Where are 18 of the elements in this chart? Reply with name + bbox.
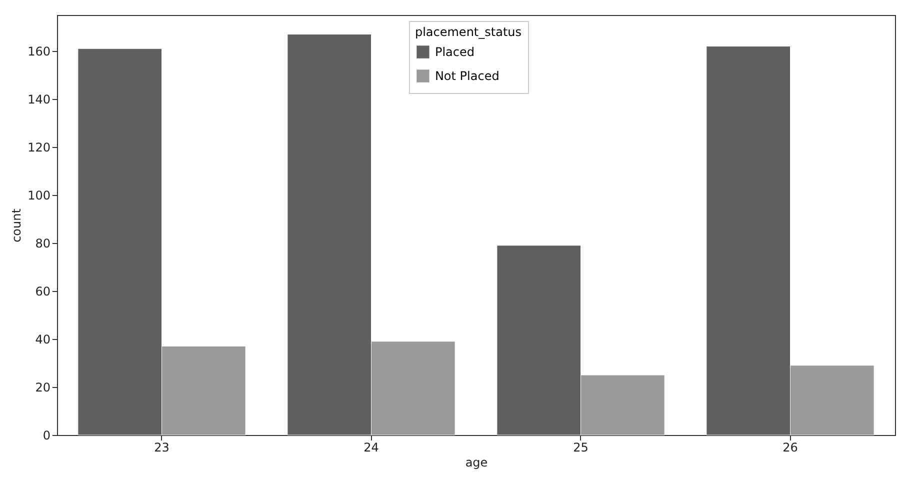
y-tick-label: 100 [28, 188, 50, 202]
y-tick-label: 160 [28, 44, 50, 58]
y-axis-title: count [10, 208, 24, 242]
legend-label: Placed [434, 45, 474, 59]
x-tick-label: 25 [573, 440, 588, 454]
y-tick-label: 80 [35, 236, 50, 250]
y-tick-label: 0 [42, 428, 50, 442]
legend-title: placement_status [414, 25, 522, 39]
x-tick-label: 23 [154, 440, 170, 454]
y-tick-label: 120 [28, 140, 50, 154]
y-tick-label: 40 [35, 332, 50, 346]
x-tick-label: 26 [782, 440, 798, 454]
legend-label: Not Placed [434, 69, 500, 83]
y-tick-label: 60 [35, 284, 50, 298]
x-axis-title: age [465, 456, 488, 470]
x-tick-label: 24 [364, 440, 379, 454]
y-tick-label: 140 [28, 92, 50, 106]
y-tick-label: 20 [35, 380, 50, 394]
